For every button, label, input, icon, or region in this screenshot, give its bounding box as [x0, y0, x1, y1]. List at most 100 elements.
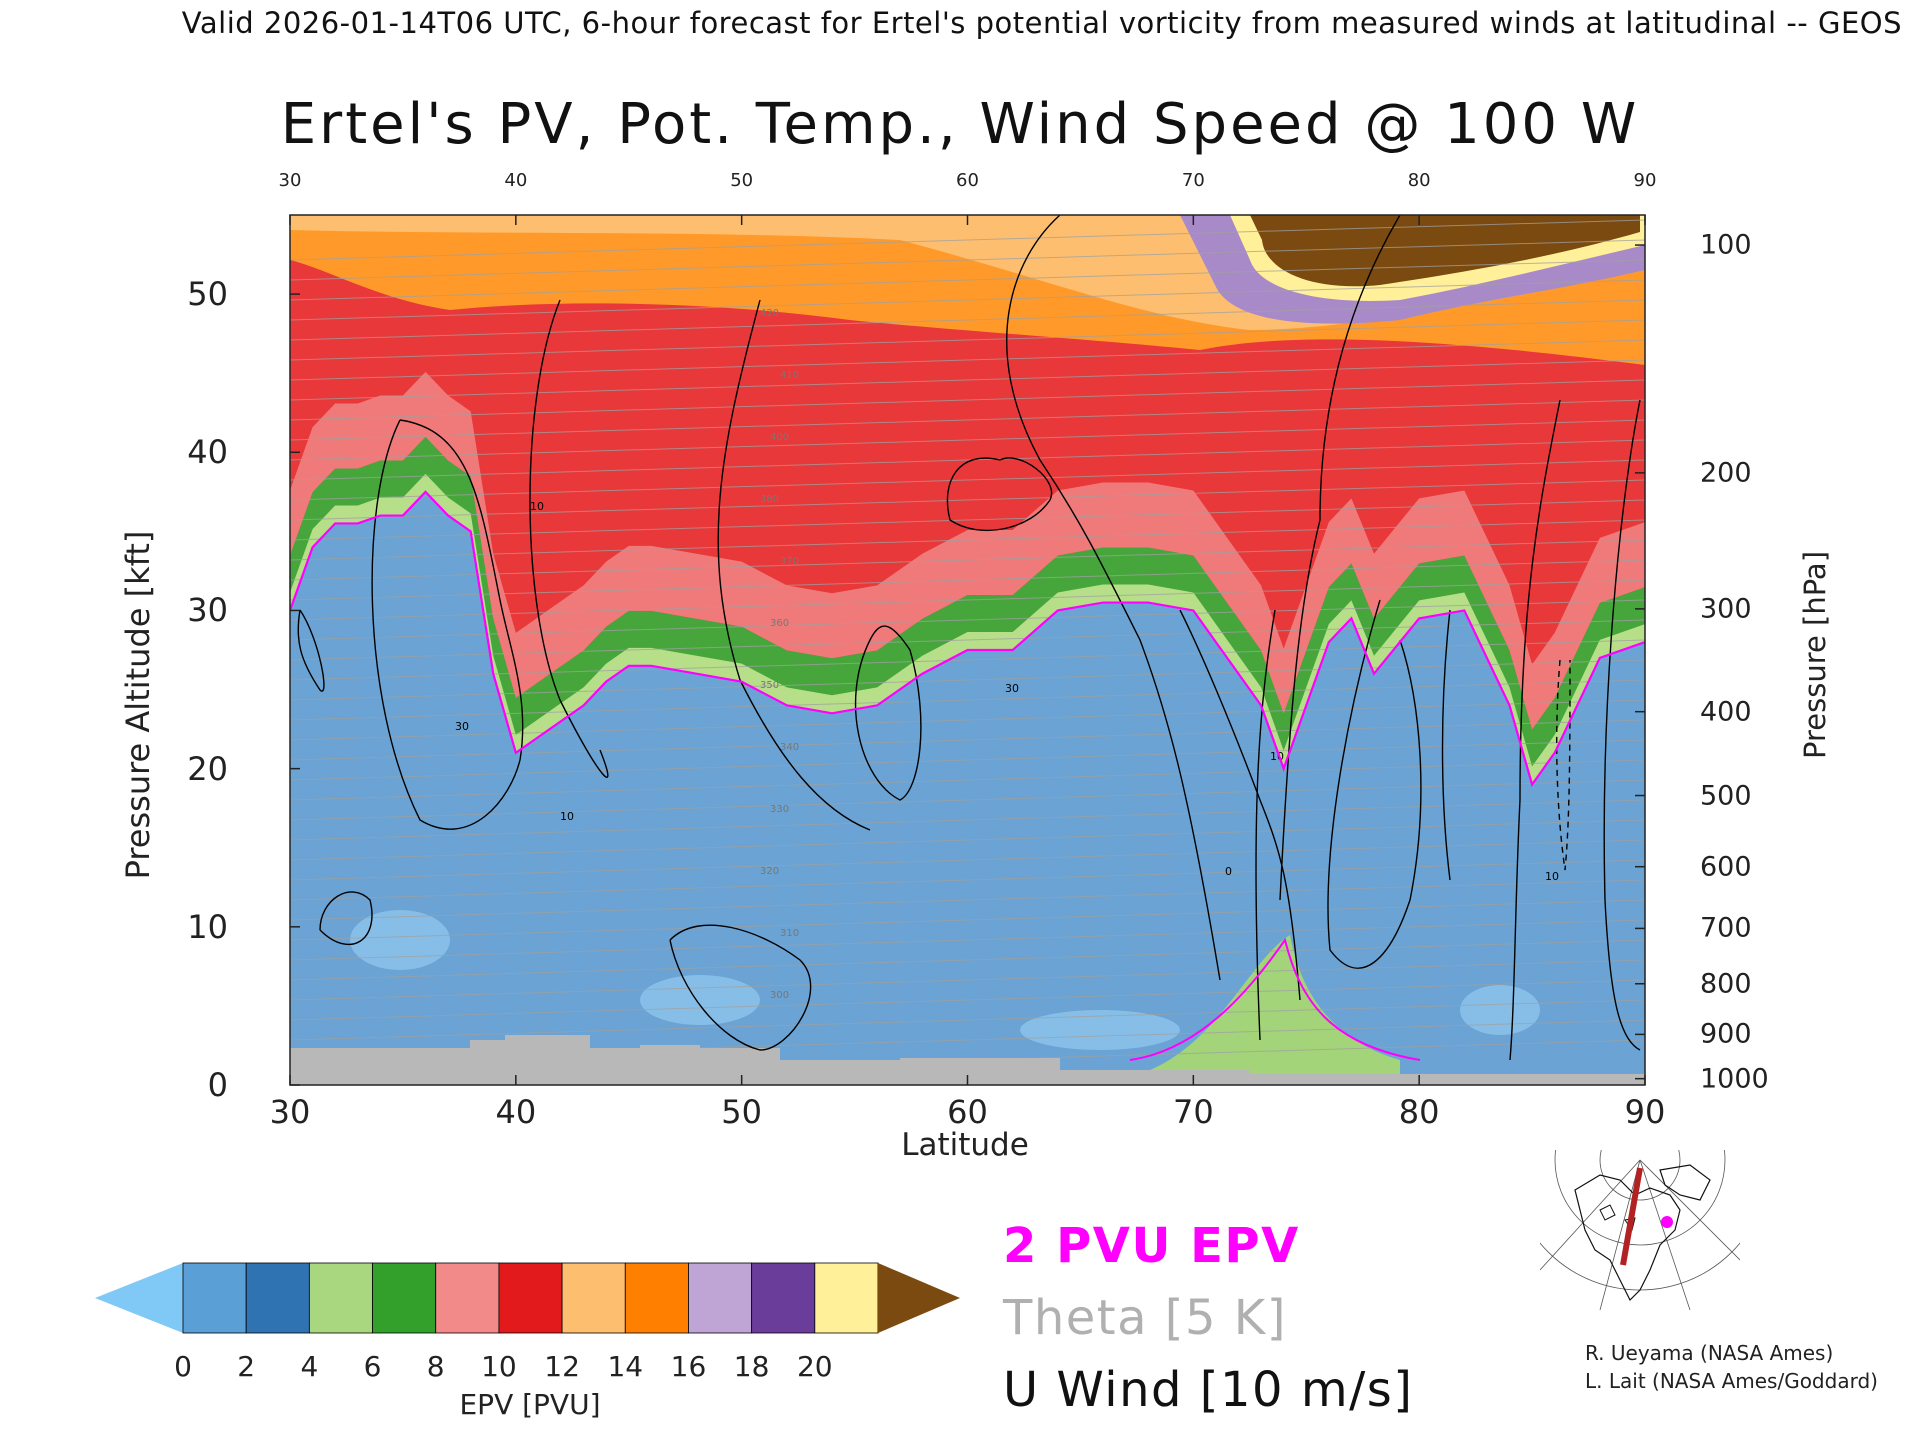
pressure-tick-label: 700 — [1700, 912, 1752, 944]
theta-contour — [290, 499, 1645, 541]
theta-contour — [290, 359, 1645, 401]
credit-line-2: L. Lait (NASA Ames/Goddard) — [1585, 1369, 1878, 1393]
colorbar-segment — [498, 1262, 563, 1334]
wind-contour — [1006, 215, 1221, 981]
wind-contour-negative — [1556, 659, 1571, 871]
wind-label: 30 — [455, 720, 469, 733]
theta-contour — [290, 559, 1645, 601]
credit-line-1: R. Ueyama (NASA Ames) — [1585, 1341, 1834, 1365]
colorbar-tick-label: 16 — [670, 1350, 707, 1383]
colorbar-label: EPV [PVU] — [459, 1388, 601, 1421]
surface-pv-patch — [1150, 935, 1400, 1080]
colorbar-tick-label: 8 — [426, 1350, 445, 1383]
theta-contour — [290, 759, 1645, 801]
epv-2pvu-surface — [1129, 937, 1421, 1061]
x-top-tick-label: 50 — [730, 170, 754, 191]
wind-label: 0 — [1225, 865, 1232, 878]
chart-title: Ertel's PV, Pot. Temp., Wind Speed @ 100… — [280, 92, 1640, 157]
pressure-tick-label: 900 — [1700, 1018, 1752, 1050]
theta-contour — [290, 319, 1645, 361]
wind-label: 10 — [1545, 870, 1559, 883]
wind-contour — [1509, 399, 1561, 1061]
theta-contour — [290, 859, 1645, 901]
y-axis-label: Pressure Altitude [kft] — [119, 530, 157, 880]
x-tick-label: 50 — [721, 1093, 763, 1131]
colorbar-tick-label: 4 — [300, 1350, 319, 1383]
x-top-tick-label: 40 — [504, 170, 528, 191]
wind-contour — [717, 299, 871, 831]
colorbar-segment — [624, 1262, 689, 1334]
colorbar-tick-label: 0 — [174, 1350, 192, 1383]
theta-contour — [290, 439, 1645, 481]
x-tick-label: 30 — [269, 1093, 311, 1131]
location-dot — [1661, 1216, 1673, 1228]
x-top-tick-label: 30 — [278, 170, 302, 191]
y-tick-label: 20 — [187, 749, 228, 788]
theta-contour — [290, 519, 1645, 561]
locator-map — [1540, 1150, 1740, 1310]
colorbar-tick-label: 18 — [733, 1350, 770, 1383]
colorbar-tick-label: 20 — [796, 1350, 833, 1383]
theta-contour — [290, 539, 1645, 581]
theta-contour — [290, 399, 1645, 441]
colorbar-over — [878, 1263, 960, 1333]
theta-label: 320 — [760, 866, 779, 877]
theta-label: 350 — [760, 680, 779, 691]
y-tick-label: 10 — [187, 907, 228, 946]
colorbar-tick-label: 2 — [237, 1350, 256, 1383]
theta-label: 300 — [770, 990, 789, 1001]
theta-contour — [290, 819, 1645, 861]
theta-contour — [290, 459, 1645, 501]
theta-contour — [290, 339, 1645, 381]
theta-contour — [290, 839, 1645, 881]
theta-contour — [290, 699, 1645, 741]
x-top-tick-label: 70 — [1181, 170, 1205, 191]
theta-contour — [290, 279, 1645, 321]
pressure-tick-label: 300 — [1700, 593, 1752, 625]
wind-contour — [1441, 609, 1451, 881]
theta-label: 380 — [760, 494, 779, 505]
pressure-tick-label: 1000 — [1700, 1063, 1769, 1095]
theta-label: 370 — [780, 556, 799, 567]
theta-label: 360 — [770, 618, 789, 629]
x-tick-label: 70 — [1172, 1093, 1214, 1131]
pink-band — [290, 371, 1645, 730]
epv-2pvu-contour — [290, 490, 1645, 787]
x-top-tick-label: 90 — [1633, 170, 1657, 191]
wind-contour — [1179, 609, 1301, 1001]
theta-contour — [290, 299, 1645, 341]
y-tick-label: 40 — [187, 433, 228, 472]
x-tick-label: 40 — [495, 1093, 537, 1131]
theta-contour — [290, 899, 1645, 941]
wind-contour — [319, 891, 373, 946]
y-tick-label: 50 — [187, 275, 228, 314]
pressure-tick-label: 800 — [1700, 968, 1752, 1000]
colorbar-segment — [751, 1262, 816, 1334]
wind-contour — [854, 625, 922, 801]
light-patch — [640, 975, 760, 1025]
theta-contour — [290, 659, 1645, 701]
light-patch — [350, 910, 450, 970]
terrain — [290, 1035, 1645, 1085]
colorbar-segment — [435, 1262, 500, 1334]
y-tick-label: 0 — [207, 1066, 228, 1104]
theta-contour — [290, 479, 1645, 521]
legend-epv: 2 PVU EPV — [1003, 1218, 1300, 1274]
legend-theta: Theta [5 K] — [1003, 1290, 1287, 1346]
colorbar-under — [95, 1263, 183, 1333]
colorbar-segment — [182, 1262, 247, 1334]
pressure-tick-label: 500 — [1700, 780, 1752, 812]
x-top-tick-label: 80 — [1407, 170, 1431, 191]
wind-label: 10 — [530, 500, 544, 513]
theta-contour — [290, 719, 1645, 761]
x-axis-label: Latitude — [901, 1127, 1029, 1163]
wind-contour — [529, 299, 609, 778]
wind-contour — [1255, 609, 1276, 1041]
colorbar-tick-label: 10 — [481, 1350, 517, 1383]
theta-contour — [290, 799, 1645, 841]
theta-label: 400 — [770, 432, 789, 443]
axis-ticks — [289, 215, 1646, 1086]
colorbar-segment — [245, 1262, 310, 1334]
colorbar-segment — [688, 1262, 753, 1334]
